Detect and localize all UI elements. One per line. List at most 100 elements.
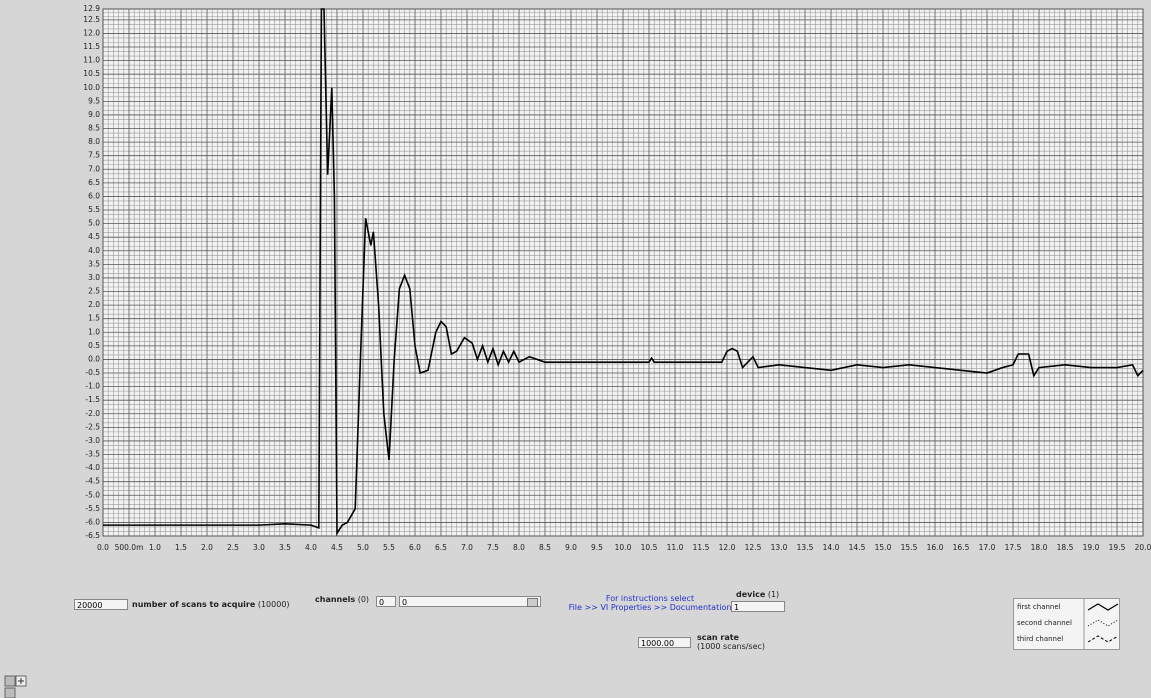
x-tick-label: 17.0 — [979, 543, 996, 552]
pan-tool[interactable] — [4, 687, 16, 698]
device-input[interactable]: 1 — [731, 601, 785, 612]
y-tick-label: -2.5 — [85, 422, 100, 431]
y-tick-label: -1.5 — [85, 395, 100, 404]
y-tick-label: 11.0 — [83, 56, 100, 65]
y-tick-label: 6.5 — [88, 178, 100, 187]
x-tick-label: 1.0 — [149, 543, 161, 552]
scan-rate-label: scan rate (1000 scans/sec) — [697, 633, 765, 651]
device-default: (1) — [767, 590, 780, 599]
x-tick-label: 10.0 — [615, 543, 632, 552]
scan-rate-label-text: scan rate — [697, 633, 739, 642]
y-tick-label: 4.0 — [88, 246, 100, 255]
y-tick-label: 4.5 — [88, 232, 100, 241]
x-tick-label: 9.5 — [591, 543, 603, 552]
data-line — [103, 8, 1144, 536]
x-tick-label: 6.5 — [435, 543, 447, 552]
channels-list[interactable]: 0 — [399, 596, 541, 607]
scans-input[interactable]: 20000 — [74, 599, 128, 610]
channels-label-text: channels — [315, 595, 356, 604]
zoom-tool[interactable] — [4, 675, 16, 687]
x-tick-label: 19.5 — [1109, 543, 1126, 552]
y-tick-label: -2.0 — [85, 409, 100, 418]
x-tick-label: 16.5 — [953, 543, 970, 552]
x-tick-label: 5.0 — [357, 543, 369, 552]
x-tick-label: 17.5 — [1005, 543, 1022, 552]
legend-icons — [1083, 599, 1119, 649]
y-tick-label: 3.5 — [88, 259, 100, 268]
instructions-line: File >> VI Properties >> Documentation — [568, 603, 732, 612]
x-tick-label: 18.0 — [1031, 543, 1048, 552]
x-tick-label: 19.0 — [1083, 543, 1100, 552]
x-tick-label: 6.0 — [409, 543, 421, 552]
y-tick-label: 0.0 — [88, 354, 100, 363]
legend-entry: second channel — [1017, 619, 1072, 627]
x-tick-label: 13.5 — [797, 543, 814, 552]
y-tick-label: -6.0 — [85, 517, 100, 526]
scans-default: (10000) — [257, 600, 290, 609]
plot-legend: first channel second channel third chann… — [1013, 598, 1120, 650]
y-tick-label: -3.0 — [85, 436, 100, 445]
y-tick-label: -5.0 — [85, 490, 100, 499]
y-tick-label: 5.0 — [88, 219, 100, 228]
y-tick-label: 7.0 — [88, 164, 100, 173]
y-tick-label: 8.5 — [88, 124, 100, 133]
y-tick-label: 2.5 — [88, 287, 100, 296]
x-tick-label: 0.0 — [97, 543, 109, 552]
x-tick-label: 12.5 — [745, 543, 762, 552]
y-tick-label: 2.0 — [88, 300, 100, 309]
channels-list-value: 0 — [402, 598, 408, 607]
x-tick-label: 2.5 — [227, 543, 239, 552]
x-tick-label: 14.5 — [849, 543, 866, 552]
x-tick-label: 16.0 — [927, 543, 944, 552]
y-tick-label: -0.5 — [85, 368, 100, 377]
y-tick-label: 0.5 — [88, 341, 100, 350]
channels-default: (0) — [357, 595, 370, 604]
x-tick-label: 18.5 — [1057, 543, 1074, 552]
y-tick-label: 6.0 — [88, 191, 100, 200]
y-tick-label: -3.5 — [85, 450, 100, 459]
x-tick-label: 11.5 — [693, 543, 710, 552]
y-tick-label: 9.5 — [88, 96, 100, 105]
waveform-chart: 0.0 500.0m 1.0 1.5 2.0 2.5 3.0 3.5 4.0 4.5 5.0 5.5 6… — [83, 4, 1151, 552]
x-tick-label: 14.0 — [823, 543, 840, 552]
legend-entry: third channel — [1017, 635, 1064, 643]
device-label: device (1) — [736, 590, 779, 599]
dropdown-button[interactable] — [527, 598, 538, 607]
x-tick-label: 12.0 — [719, 543, 736, 552]
scans-label: number of scans to acquire (10000) — [132, 600, 290, 609]
x-tick-label: 7.5 — [487, 543, 499, 552]
x-tick-label: 3.0 — [253, 543, 265, 552]
channels-label: channels (0) — [315, 595, 369, 604]
x-tick-label: 2.0 — [201, 543, 213, 552]
y-tick-label: 8.0 — [88, 137, 100, 146]
x-tick-label: 11.0 — [667, 543, 684, 552]
x-tick-label: 7.0 — [461, 543, 473, 552]
x-tick-label: 9.0 — [565, 543, 577, 552]
x-tick-label: 15.5 — [901, 543, 918, 552]
y-tick-label: -1.0 — [85, 382, 100, 391]
y-tick-label: 10.0 — [83, 83, 100, 92]
y-tick-label: 12.0 — [83, 28, 100, 37]
y-tick-label: 7.5 — [88, 151, 100, 160]
y-tick-label: 12.9 — [83, 4, 100, 13]
x-tick-label: 15.0 — [875, 543, 892, 552]
scan-rate-input[interactable]: 1000.00 — [638, 637, 691, 648]
x-tick-label: 5.5 — [383, 543, 395, 552]
legend-entry: first channel — [1017, 603, 1061, 611]
y-tick-label: 1.0 — [88, 327, 100, 336]
x-tick-label: 1.5 — [175, 543, 187, 552]
x-tick-label: 20.0 — [1135, 543, 1151, 552]
y-tick-label: 3.0 — [88, 273, 100, 282]
y-tick-label: 11.5 — [83, 42, 100, 51]
y-tick-label: -5.5 — [85, 504, 100, 513]
y-tick-label: 10.5 — [83, 69, 100, 78]
channels-index[interactable]: 0 — [376, 596, 396, 607]
x-tick-label: 8.5 — [539, 543, 551, 552]
y-tick-label: 12.5 — [83, 15, 100, 24]
y-tick-label: 9.0 — [88, 110, 100, 119]
instructions-line: For instructions select — [605, 594, 695, 603]
y-tick-label: 5.5 — [88, 205, 100, 214]
scan-rate-unit: (1000 scans/sec) — [697, 642, 766, 651]
y-tick-label: 1.5 — [88, 314, 100, 323]
